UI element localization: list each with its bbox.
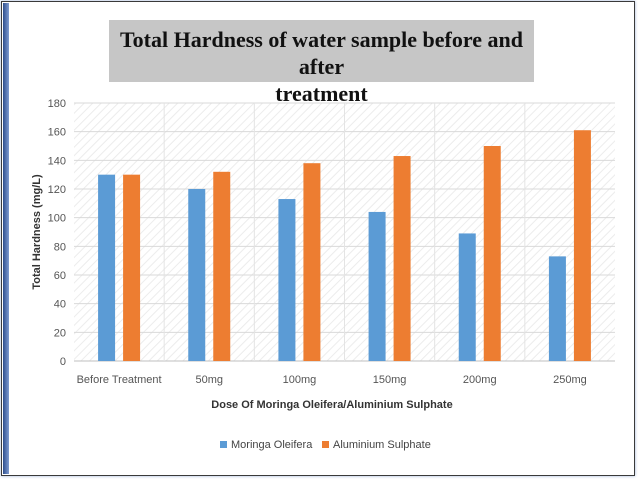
bar-aluminium-sulphate-1 bbox=[213, 171, 231, 361]
chart-title: Total Hardness of water sample before an… bbox=[120, 27, 523, 106]
y-tick-label: 40 bbox=[54, 299, 66, 311]
bar-aluminium-sulphate-0 bbox=[123, 174, 141, 361]
bar-moringa-oleifera-0 bbox=[98, 174, 116, 361]
y-tick-label: 180 bbox=[48, 98, 66, 110]
bar-aluminium-sulphate-2 bbox=[303, 163, 321, 361]
x-tick-label: 100mg bbox=[283, 374, 317, 386]
y-axis-title: Total Hardness (mg/L) bbox=[31, 174, 43, 290]
y-tick-labels: 0 20 40 60 80 100 120 140 160 180 bbox=[48, 98, 66, 368]
bar-moringa-oleifera-5 bbox=[548, 256, 566, 361]
x-axis-title: Dose Of Moringa Oleifera/Aluminium Sulph… bbox=[211, 399, 452, 411]
legend-swatch bbox=[220, 441, 227, 448]
bar-aluminium-sulphate-5 bbox=[573, 130, 591, 361]
gridlines bbox=[74, 102, 615, 362]
bar-moringa-oleifera-3 bbox=[368, 211, 386, 361]
bar-moringa-oleifera-4 bbox=[458, 233, 476, 361]
y-tick-label: 80 bbox=[54, 241, 66, 253]
x-tick-label: 250mg bbox=[553, 374, 587, 386]
y-tick-label: 60 bbox=[54, 270, 66, 282]
legend-swatch bbox=[322, 441, 329, 448]
bar-moringa-oleifera-2 bbox=[278, 199, 296, 361]
x-tick-labels: Before Treatment 50mg 100mg 150mg 200mg 250mg bbox=[77, 374, 587, 386]
y-tick-label: 120 bbox=[48, 184, 66, 196]
legend-label: Moringa Oleifera bbox=[231, 439, 313, 451]
bars bbox=[98, 130, 591, 361]
legend: Moringa Oleifera Aluminium Sulphate bbox=[220, 439, 431, 451]
y-tick-label: 0 bbox=[60, 356, 66, 368]
y-tick-label: 140 bbox=[48, 155, 66, 167]
y-tick-label: 100 bbox=[48, 213, 66, 225]
chart-title-box: Total Hardness of water sample before an… bbox=[109, 20, 534, 106]
x-tick-label: 200mg bbox=[463, 374, 497, 386]
bar-aluminium-sulphate-3 bbox=[393, 156, 411, 361]
x-tick-label: 50mg bbox=[195, 374, 223, 386]
y-tick-label: 160 bbox=[48, 127, 66, 139]
x-tick-label: 150mg bbox=[373, 374, 407, 386]
x-tick-label: Before Treatment bbox=[77, 374, 162, 386]
bar-aluminium-sulphate-4 bbox=[483, 146, 501, 361]
y-tick-label: 20 bbox=[54, 327, 66, 339]
slide-accent-bar bbox=[3, 3, 9, 474]
bar-moringa-oleifera-1 bbox=[188, 189, 206, 361]
legend-label: Aluminium Sulphate bbox=[333, 439, 431, 451]
